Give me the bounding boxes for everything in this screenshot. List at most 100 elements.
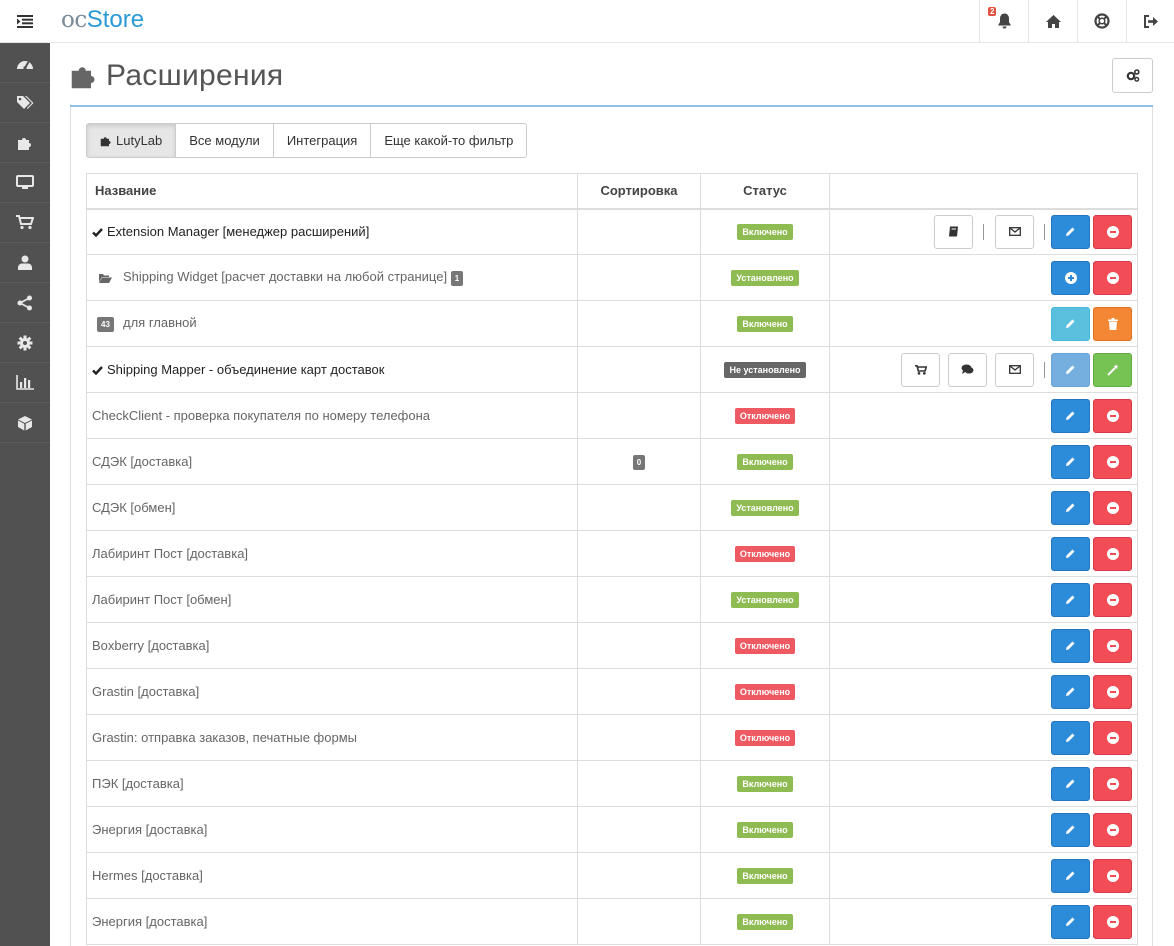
uninstall-button[interactable] (1093, 812, 1132, 847)
sidebar-item-sales[interactable] (0, 203, 50, 243)
id-badge-wrap: 43 (92, 316, 119, 332)
column-header-status[interactable]: Статус (700, 173, 830, 210)
contact-button[interactable] (995, 214, 1034, 249)
edit-button[interactable] (1051, 674, 1090, 709)
cogs-icon (1126, 69, 1140, 82)
logout-button[interactable] (1126, 0, 1174, 42)
sidebar-item-reports[interactable] (0, 363, 50, 403)
uninstall-button[interactable] (1093, 720, 1132, 755)
check-icon (92, 363, 103, 378)
uninstall-button[interactable] (1093, 904, 1132, 939)
sort-order-badge: 0 (632, 454, 646, 470)
dashboard-icon (17, 60, 33, 70)
sidebar-item-dashboard[interactable] (0, 43, 50, 83)
column-header-sort[interactable]: Сортировка (577, 173, 701, 210)
tab-all-modules[interactable]: Все модули (175, 123, 274, 158)
sort-cell (577, 530, 701, 577)
edit-button[interactable] (1051, 536, 1090, 571)
actions-cell (829, 898, 1138, 945)
status-cell: Отключено (700, 530, 830, 577)
status-badge: Отключено (734, 546, 796, 562)
delete-button[interactable] (1093, 306, 1132, 341)
edit-button[interactable] (1051, 628, 1090, 663)
install-button[interactable] (1093, 352, 1132, 387)
sidebar-item-extensions[interactable] (0, 123, 50, 163)
status-badge: Не установлено (724, 362, 806, 378)
logo-store: Store (86, 6, 145, 33)
edit-button[interactable] (1051, 214, 1090, 249)
pencil-icon (1066, 825, 1075, 834)
sort-cell (577, 898, 701, 945)
extensions-table: Название Сортировка Статус Extension Man… (86, 173, 1138, 945)
edit-button[interactable] (1051, 904, 1090, 939)
sidebar-item-customers[interactable] (0, 243, 50, 283)
sidebar-item-design[interactable] (0, 163, 50, 203)
status-badge: Включено (737, 914, 793, 930)
edit-button[interactable] (1051, 812, 1090, 847)
edit-button[interactable] (1051, 398, 1090, 433)
edit-button[interactable] (1051, 582, 1090, 617)
edit-button[interactable] (1051, 306, 1090, 341)
uninstall-button[interactable] (1093, 260, 1132, 295)
pencil-icon (1066, 595, 1075, 604)
uninstall-button[interactable] (1093, 628, 1132, 663)
sort-cell (577, 852, 701, 899)
extension-name: ПЭК [доставка] (92, 776, 184, 791)
pencil-icon (1066, 917, 1075, 926)
minus-circle-icon (1106, 731, 1119, 744)
uninstall-button[interactable] (1093, 398, 1132, 433)
check-icon (92, 225, 103, 240)
uninstall-button[interactable] (1093, 766, 1132, 801)
pencil-icon (1066, 503, 1075, 512)
tab-lutylab[interactable]: LutyLab (86, 123, 177, 158)
uninstall-button[interactable] (1093, 582, 1132, 617)
sign-out-icon (1144, 14, 1158, 28)
tab-other-filter[interactable]: Еще какой-то фильтр (370, 123, 528, 158)
edit-button[interactable] (1051, 490, 1090, 525)
edit-button[interactable] (1051, 352, 1090, 387)
status-cell: Отключено (700, 622, 830, 669)
puzzle-icon (18, 137, 31, 150)
magic-wand-icon (1106, 363, 1118, 376)
logo[interactable]: ocStore (61, 6, 144, 34)
uninstall-button[interactable] (1093, 536, 1132, 571)
top-header: ocStore 2 (0, 0, 1174, 43)
desktop-icon (16, 175, 34, 189)
extension-name: Extension Manager [менеджер расширений] (107, 223, 370, 239)
uninstall-button[interactable] (1093, 858, 1132, 893)
settings-button[interactable] (1112, 58, 1153, 93)
help-button[interactable] (1077, 0, 1126, 42)
tab-integration[interactable]: Интеграция (272, 123, 372, 158)
home-button[interactable] (1028, 0, 1077, 42)
sidebar-item-system[interactable] (0, 323, 50, 363)
edit-button[interactable] (1051, 720, 1090, 755)
buy-button[interactable] (901, 352, 940, 387)
column-header-name[interactable]: Название (86, 173, 578, 210)
pencil-icon (1066, 779, 1075, 788)
edit-button[interactable] (1051, 766, 1090, 801)
sidebar-item-marketing[interactable] (0, 283, 50, 323)
uninstall-button[interactable] (1093, 490, 1132, 525)
edit-button[interactable] (1051, 444, 1090, 479)
contact-button[interactable] (995, 352, 1034, 387)
notifications-button[interactable]: 2 (979, 0, 1028, 42)
edit-button[interactable] (1051, 858, 1090, 893)
pencil-icon (1066, 687, 1075, 696)
uninstall-button[interactable] (1093, 674, 1132, 709)
add-button[interactable] (1051, 260, 1090, 295)
comments-button[interactable] (948, 352, 987, 387)
status-cell: Включено (700, 806, 830, 853)
envelope-icon (1008, 227, 1021, 237)
uninstall-button[interactable] (1093, 444, 1132, 479)
table-row: Shipping Widget [расчет доставки на любо… (86, 254, 1138, 301)
menu-toggle-button[interactable] (0, 0, 50, 42)
filter-tabs: LutyLab Все модули Интеграция Еще какой-… (86, 123, 528, 158)
status-cell: Отключено (700, 714, 830, 761)
extension-name: Grastin [доставка] (92, 684, 200, 699)
sidebar-item-modules[interactable] (0, 403, 50, 443)
extension-name: СДЭК [доставка] (92, 454, 193, 469)
docs-button[interactable] (934, 214, 973, 249)
uninstall-button[interactable] (1093, 214, 1132, 249)
sidebar-item-catalog[interactable] (0, 83, 50, 123)
status-badge: Установлено (731, 270, 799, 286)
